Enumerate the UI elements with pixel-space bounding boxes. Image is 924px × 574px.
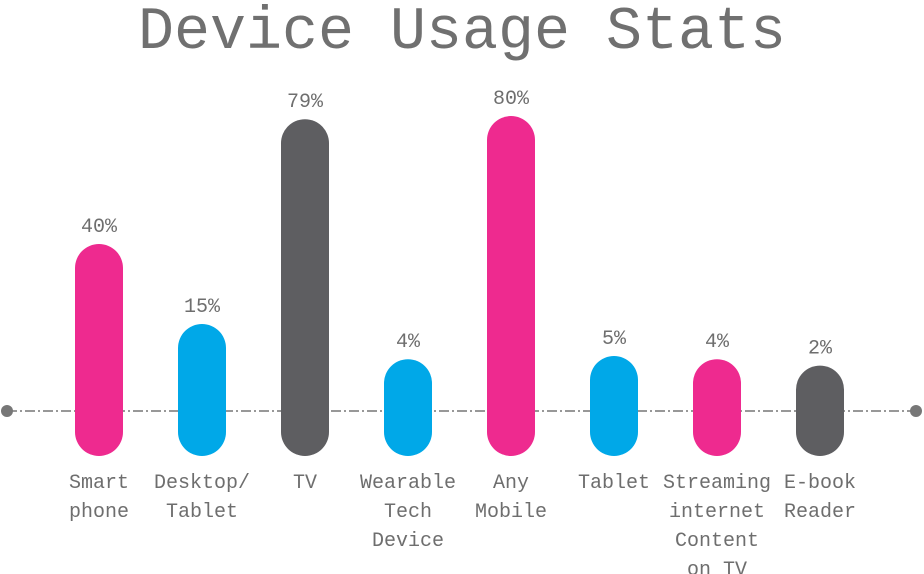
x-tick-label: TV bbox=[293, 472, 317, 495]
chart-title: Device Usage Stats bbox=[138, 0, 786, 67]
x-tick-label: Smart phone bbox=[69, 472, 129, 524]
x-tick-label: Desktop/Tablet bbox=[154, 472, 250, 524]
x-tick-line: Smart bbox=[69, 472, 129, 495]
value-label: 4% bbox=[396, 331, 421, 354]
bar bbox=[75, 244, 123, 456]
x-tick-line: on TV bbox=[687, 559, 747, 574]
x-tick-line: Any bbox=[493, 472, 529, 495]
x-tick-line: Tablet bbox=[166, 501, 238, 524]
x-tick-line: Desktop/ bbox=[154, 472, 250, 495]
x-tick-label: Wearable Tech Device bbox=[360, 472, 456, 553]
value-label: 80% bbox=[493, 88, 530, 111]
x-tick-line: Mobile bbox=[475, 501, 547, 524]
x-tick-label: Streaming internet Content on TV bbox=[663, 472, 771, 574]
value-label: 79% bbox=[287, 91, 324, 114]
baseline-end bbox=[1, 405, 13, 417]
value-label: 15% bbox=[184, 296, 221, 319]
bar bbox=[796, 365, 844, 456]
x-tick-line: phone bbox=[69, 501, 129, 524]
value-label: 2% bbox=[808, 338, 833, 361]
bar bbox=[178, 324, 226, 456]
x-tick-line: TV bbox=[293, 472, 317, 495]
bar bbox=[693, 359, 741, 456]
x-tick-line: internet bbox=[669, 501, 765, 524]
bar bbox=[487, 116, 535, 456]
x-tick-line: Device bbox=[372, 530, 444, 553]
x-tick-line: Content bbox=[675, 530, 759, 553]
value-label: 40% bbox=[81, 216, 118, 239]
x-tick-line: E-book bbox=[784, 472, 856, 495]
bar bbox=[281, 119, 329, 456]
x-tick-line: Tablet bbox=[578, 472, 650, 495]
bar bbox=[384, 359, 432, 456]
value-label: 4% bbox=[705, 331, 730, 354]
x-tick-line: Tech bbox=[384, 501, 432, 524]
x-tick-line: Streaming bbox=[663, 472, 771, 495]
baseline-end bbox=[910, 405, 922, 417]
x-tick-label: Tablet bbox=[578, 472, 650, 495]
x-tick-line: Wearable bbox=[360, 472, 456, 495]
x-tick-line: Reader bbox=[784, 501, 856, 524]
bar bbox=[590, 356, 638, 456]
x-tick-label: E-book Reader bbox=[784, 472, 856, 524]
x-tick-label: Any Mobile bbox=[475, 472, 547, 524]
value-label: 5% bbox=[602, 328, 627, 351]
